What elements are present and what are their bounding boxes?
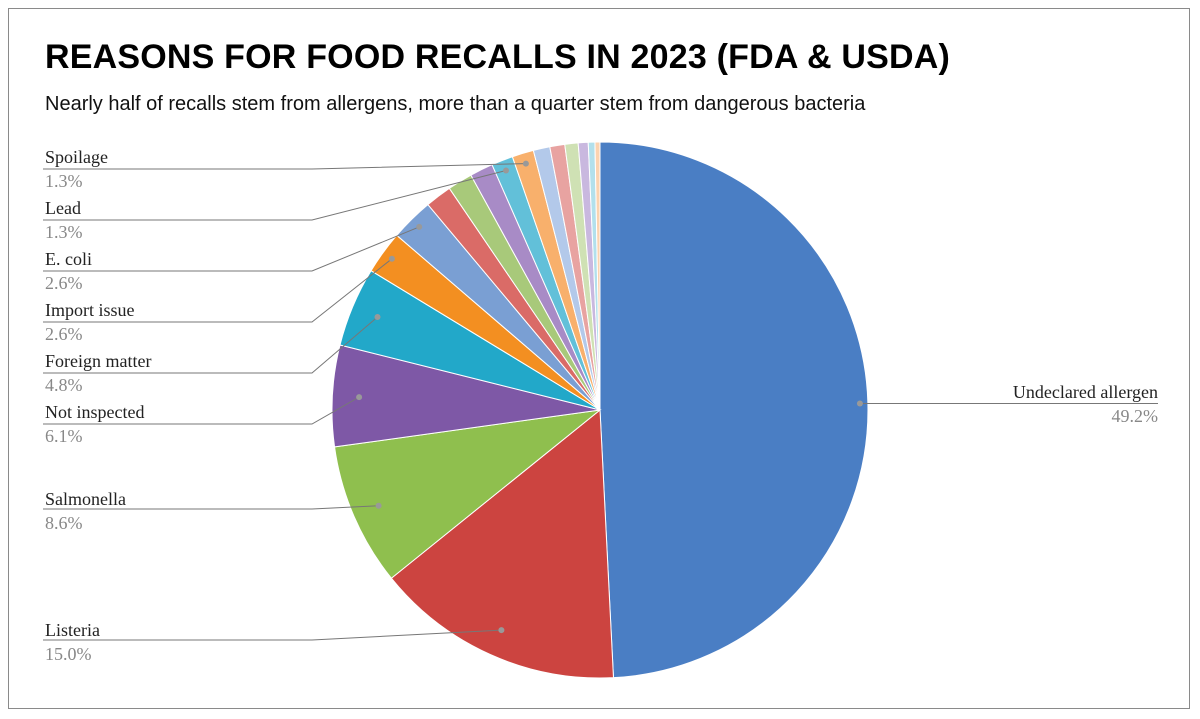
pct-lead: 1.3% bbox=[45, 222, 83, 242]
leader-dot-not-inspected bbox=[356, 394, 363, 401]
pct-import-issue: 2.6% bbox=[45, 324, 83, 344]
leader-line-import-issue bbox=[43, 258, 393, 323]
label-lead: Lead bbox=[45, 198, 81, 218]
pct-salmonella: 8.6% bbox=[45, 513, 83, 533]
leader-lines bbox=[43, 160, 1158, 641]
slice-listeria bbox=[390, 408, 614, 679]
leader-line-foreign-matter bbox=[43, 316, 378, 374]
leader-line-not-inspected bbox=[43, 396, 360, 425]
leader-dot-lead bbox=[503, 167, 509, 174]
chart-subtitle: Nearly half of recalls stem from allerge… bbox=[45, 93, 866, 115]
leader-dot-foreign-matter bbox=[374, 314, 381, 320]
leader-dot-salmonella bbox=[375, 502, 382, 509]
label-not-inspected: Not inspected bbox=[45, 402, 144, 422]
leader-dot-import-issue bbox=[388, 255, 395, 262]
slice-other-17 bbox=[594, 141, 601, 411]
leader-line-spoilage bbox=[43, 163, 526, 170]
label-undeclared-allergen: Undeclared allergen bbox=[1013, 382, 1158, 402]
label-listeria: Listeria bbox=[45, 620, 100, 640]
chart-title: REASONS FOR FOOD RECALLS IN 2023 (FDA & … bbox=[45, 38, 951, 76]
leader-line-salmonella bbox=[43, 505, 379, 510]
slice-salmonella bbox=[333, 409, 602, 579]
leader-line-listeria bbox=[43, 629, 502, 641]
label-foreign-matter: Foreign matter bbox=[45, 351, 151, 371]
pct-e-coli: 2.6% bbox=[45, 273, 83, 293]
pct-spoilage: 1.3% bbox=[45, 171, 83, 191]
pie-slices bbox=[331, 141, 869, 679]
slice-undeclared-allergen bbox=[599, 141, 869, 679]
pct-foreign-matter: 4.8% bbox=[45, 375, 83, 395]
label-salmonella: Salmonella bbox=[45, 489, 126, 509]
label-spoilage: Spoilage bbox=[45, 147, 108, 167]
leader-dot-e-coli bbox=[416, 223, 423, 230]
label-e-coli: E. coli bbox=[45, 249, 92, 269]
pct-undeclared-allergen: 49.2% bbox=[1112, 406, 1159, 426]
label-import-issue: Import issue bbox=[45, 300, 135, 320]
leader-dot-undeclared-allergen bbox=[856, 400, 863, 407]
pct-listeria: 15.0% bbox=[45, 644, 92, 664]
leader-dot-listeria bbox=[498, 627, 505, 634]
pct-not-inspected: 6.1% bbox=[45, 426, 83, 446]
leader-line-lead bbox=[43, 170, 507, 221]
leader-line-e-coli bbox=[43, 226, 420, 272]
leader-dot-spoilage bbox=[522, 160, 529, 167]
slice-labels: Undeclared allergen 49.2% Listeria 15.0% Sal… bbox=[45, 147, 1158, 664]
